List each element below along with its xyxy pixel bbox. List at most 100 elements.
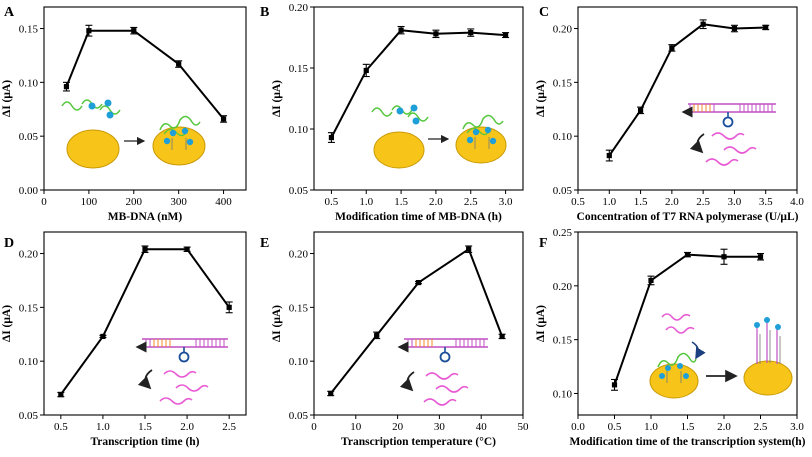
y-tick-label: 0.20 [553, 281, 573, 293]
promoter-loop [722, 112, 734, 128]
plot-frame [43, 6, 247, 191]
y-tick-label: 0.15 [19, 302, 39, 314]
data-point [637, 107, 644, 113]
y-tick-label: 0.15 [553, 77, 573, 89]
y-tick-label: 0.05 [289, 410, 309, 422]
data-point [606, 152, 612, 159]
x-tick-label: 0.5 [325, 196, 339, 208]
x-tick-label: 40 [476, 421, 488, 433]
x-tick-label: 4.0 [790, 196, 804, 208]
x-tick-label: 200 [126, 196, 143, 208]
x-tick-label: 3.0 [790, 421, 804, 433]
x-tick-label: 0 [41, 196, 47, 208]
data-point [142, 246, 148, 252]
x-tick-label: 1.5 [634, 196, 648, 208]
x-tick-label: 2.0 [429, 196, 443, 208]
panel-letter: E [260, 236, 269, 251]
x-tick-label: 2.5 [222, 421, 236, 433]
dna-template-duplex [681, 103, 776, 118]
x-tick-label: 30 [434, 421, 446, 433]
electrode-bead-modified [152, 126, 206, 166]
data-point [433, 31, 439, 37]
data-point [328, 390, 334, 397]
data-point [499, 333, 505, 340]
electrode-bead-hybridized [743, 360, 793, 396]
y-tick-label: 0.10 [289, 124, 309, 136]
y-tick-label: 0.05 [289, 185, 309, 197]
y-tick-label: 0.10 [289, 356, 309, 368]
panel-c: C 0.5 1.0 1.5 2.0 2.5 3.0 3.5 4.0 0.05 0.10 0.15 0.2… [535, 5, 804, 223]
x-tick-label: 1.5 [138, 421, 152, 433]
y-axis-title: ΔI (μA) [271, 305, 283, 342]
panel-letter: C [539, 5, 549, 20]
data-point [757, 254, 764, 260]
rna-transcripts [423, 372, 469, 406]
y-tick-label: 0.20 [289, 2, 309, 14]
transcription-arrow [689, 133, 705, 154]
y-tick-label: 0.10 [553, 388, 573, 400]
panel-f: F 0.0 0.5 1.0 1.5 2.0 2.5 3.0 0.10 0.15 0.20 0.25 Mo… [535, 227, 806, 448]
electrode-bead-modified [455, 126, 507, 164]
x-tick-label: 1.5 [681, 421, 695, 433]
x-tick-label: 0.5 [608, 421, 622, 433]
x-tick-label: 2.5 [696, 196, 710, 208]
x-tick-label: 1.5 [394, 196, 408, 208]
data-point [466, 246, 472, 252]
series-line [59, 248, 231, 396]
x-tick-label: 2.0 [180, 421, 194, 433]
y-tick-label: 0.05 [19, 131, 39, 143]
y-axis-title: ΔI (μA) [535, 305, 547, 342]
data-point [721, 254, 727, 260]
transcription-arrow [137, 369, 153, 390]
x-tick-label: 3.0 [499, 196, 513, 208]
x-tick-label: 1.0 [644, 421, 658, 433]
x-tick-label: 1.0 [602, 196, 616, 208]
data-point [176, 61, 182, 67]
extended-probes [754, 317, 781, 364]
data-point [374, 332, 380, 338]
x-tick-label: 2.0 [665, 196, 679, 208]
transcription-arrow [399, 371, 415, 392]
x-axis-title: Modification time of MB-DNA (h) [335, 211, 502, 223]
x-tick-label: 300 [170, 196, 187, 208]
y-tick-label: 0.25 [553, 227, 573, 239]
y-tick-label: 0.20 [289, 249, 309, 261]
data-point [63, 84, 70, 90]
data-point [648, 277, 654, 284]
panel-b: B 0.5 1.0 1.5 2.0 2.5 3.0 0.05 0.10 0.15 0.20 Modif… [260, 2, 524, 223]
y-tick-label: 0.15 [19, 24, 39, 36]
y-tick-label: 0.15 [289, 63, 309, 75]
x-tick-label: 0.0 [571, 421, 585, 433]
panel-d: D 0.5 1.0 1.5 2.0 2.5 0.05 0.10 0.15 0.20 Transcri… [1, 231, 247, 448]
promoter-loop [178, 347, 190, 363]
x-tick-label: 3.0 [728, 196, 742, 208]
panel-letter: B [260, 5, 269, 20]
electrode-bead-probe [649, 363, 699, 399]
dna-template-duplex [397, 338, 488, 353]
data-point [731, 25, 738, 32]
y-tick-label: 0.15 [289, 302, 309, 314]
electrode-bead-bare [66, 129, 120, 169]
x-tick-label: 2.5 [464, 196, 478, 208]
y-tick-label: 0.15 [553, 335, 573, 347]
rna-transcripts [661, 313, 695, 334]
data-point [502, 32, 509, 38]
panel-c-illustration [681, 103, 776, 166]
plot-frame [313, 231, 524, 416]
x-tick-label: 400 [215, 196, 232, 208]
data-point [763, 24, 769, 31]
y-tick-label: 0.10 [19, 77, 39, 89]
data-point [58, 391, 64, 398]
data-point [220, 116, 227, 122]
data-point [611, 382, 618, 388]
data-point [398, 27, 404, 33]
y-axis-title: ΔI (μA) [1, 305, 13, 342]
x-axis-title: Transcription time (h) [90, 436, 199, 448]
data-point [131, 28, 137, 34]
methylene-blue-dots [396, 104, 420, 125]
x-tick-label: 50 [518, 421, 530, 433]
panel-letter: F [539, 236, 548, 251]
data-point [669, 45, 675, 51]
x-tick-label: 20 [392, 421, 404, 433]
panel-a: A 0 100 200 300 400 0.00 0.05 0.10 0.15 MB-DNA (nM… [1, 5, 247, 223]
